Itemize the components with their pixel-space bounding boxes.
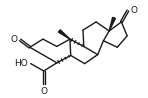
Polygon shape [109, 17, 115, 31]
Text: O: O [131, 6, 138, 15]
Polygon shape [58, 30, 70, 39]
Text: O: O [40, 87, 47, 96]
Text: HO: HO [15, 59, 28, 68]
Text: O: O [10, 35, 17, 44]
